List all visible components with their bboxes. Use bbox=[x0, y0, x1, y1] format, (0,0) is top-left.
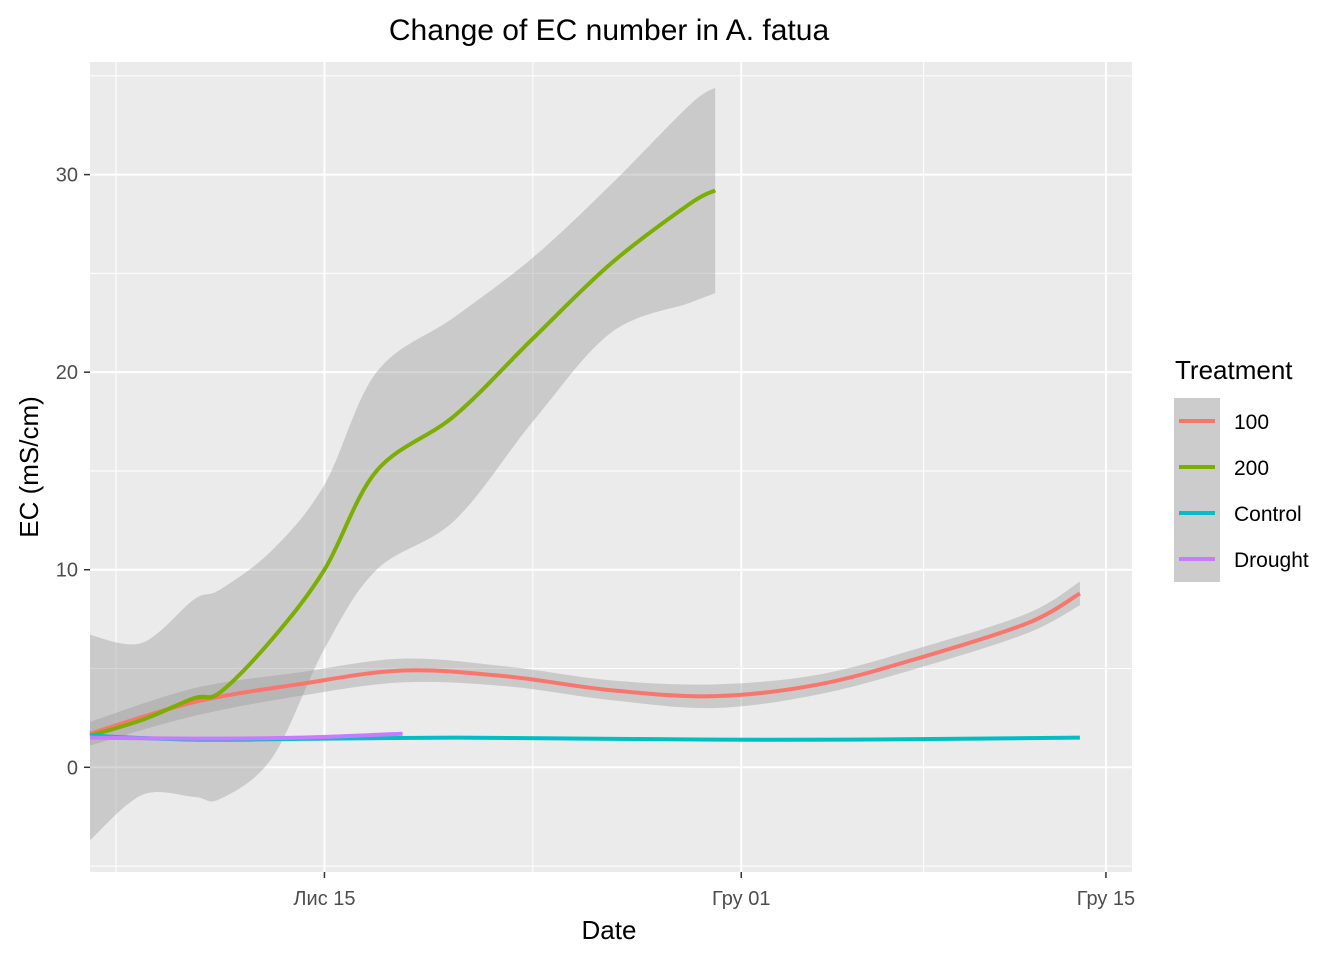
chart-title: Change of EC number in A. fatua bbox=[389, 14, 830, 47]
series-line-200 bbox=[89, 188, 717, 738]
legend-label: Drought bbox=[1234, 549, 1309, 572]
x-axis-ticks: Лис 15 Гру 01 Гру 15 bbox=[293, 872, 1135, 910]
ribbon-200 bbox=[90, 87, 716, 841]
series-line-drought bbox=[89, 731, 403, 741]
legend-title: Treatment bbox=[1175, 355, 1293, 385]
legend-label: 100 bbox=[1234, 411, 1269, 434]
series-line-100 bbox=[89, 591, 1081, 736]
y-tick-label: 20 bbox=[56, 362, 78, 384]
series-lines bbox=[89, 188, 1081, 742]
y-tick-label: 30 bbox=[56, 165, 78, 187]
x-tick-label: Лис 15 bbox=[293, 888, 355, 910]
y-axis-title: EC (mS/cm) bbox=[14, 396, 44, 538]
ribbon-100 bbox=[90, 581, 1080, 746]
legend: Treatment 100 200 Control Drought bbox=[1174, 355, 1309, 582]
x-tick-label: Гру 15 bbox=[1077, 888, 1135, 910]
confidence-ribbons bbox=[90, 87, 1080, 841]
major-gridlines bbox=[90, 62, 1132, 872]
y-tick-label: 10 bbox=[56, 560, 78, 582]
x-tick-label: Гру 01 bbox=[712, 888, 770, 910]
legend-label: 200 bbox=[1234, 457, 1269, 480]
x-axis-title: Date bbox=[582, 915, 637, 945]
y-tick-label: 0 bbox=[67, 757, 78, 779]
y-axis-ticks: 0 10 20 30 bbox=[56, 165, 90, 779]
legend-label: Control bbox=[1234, 503, 1302, 526]
